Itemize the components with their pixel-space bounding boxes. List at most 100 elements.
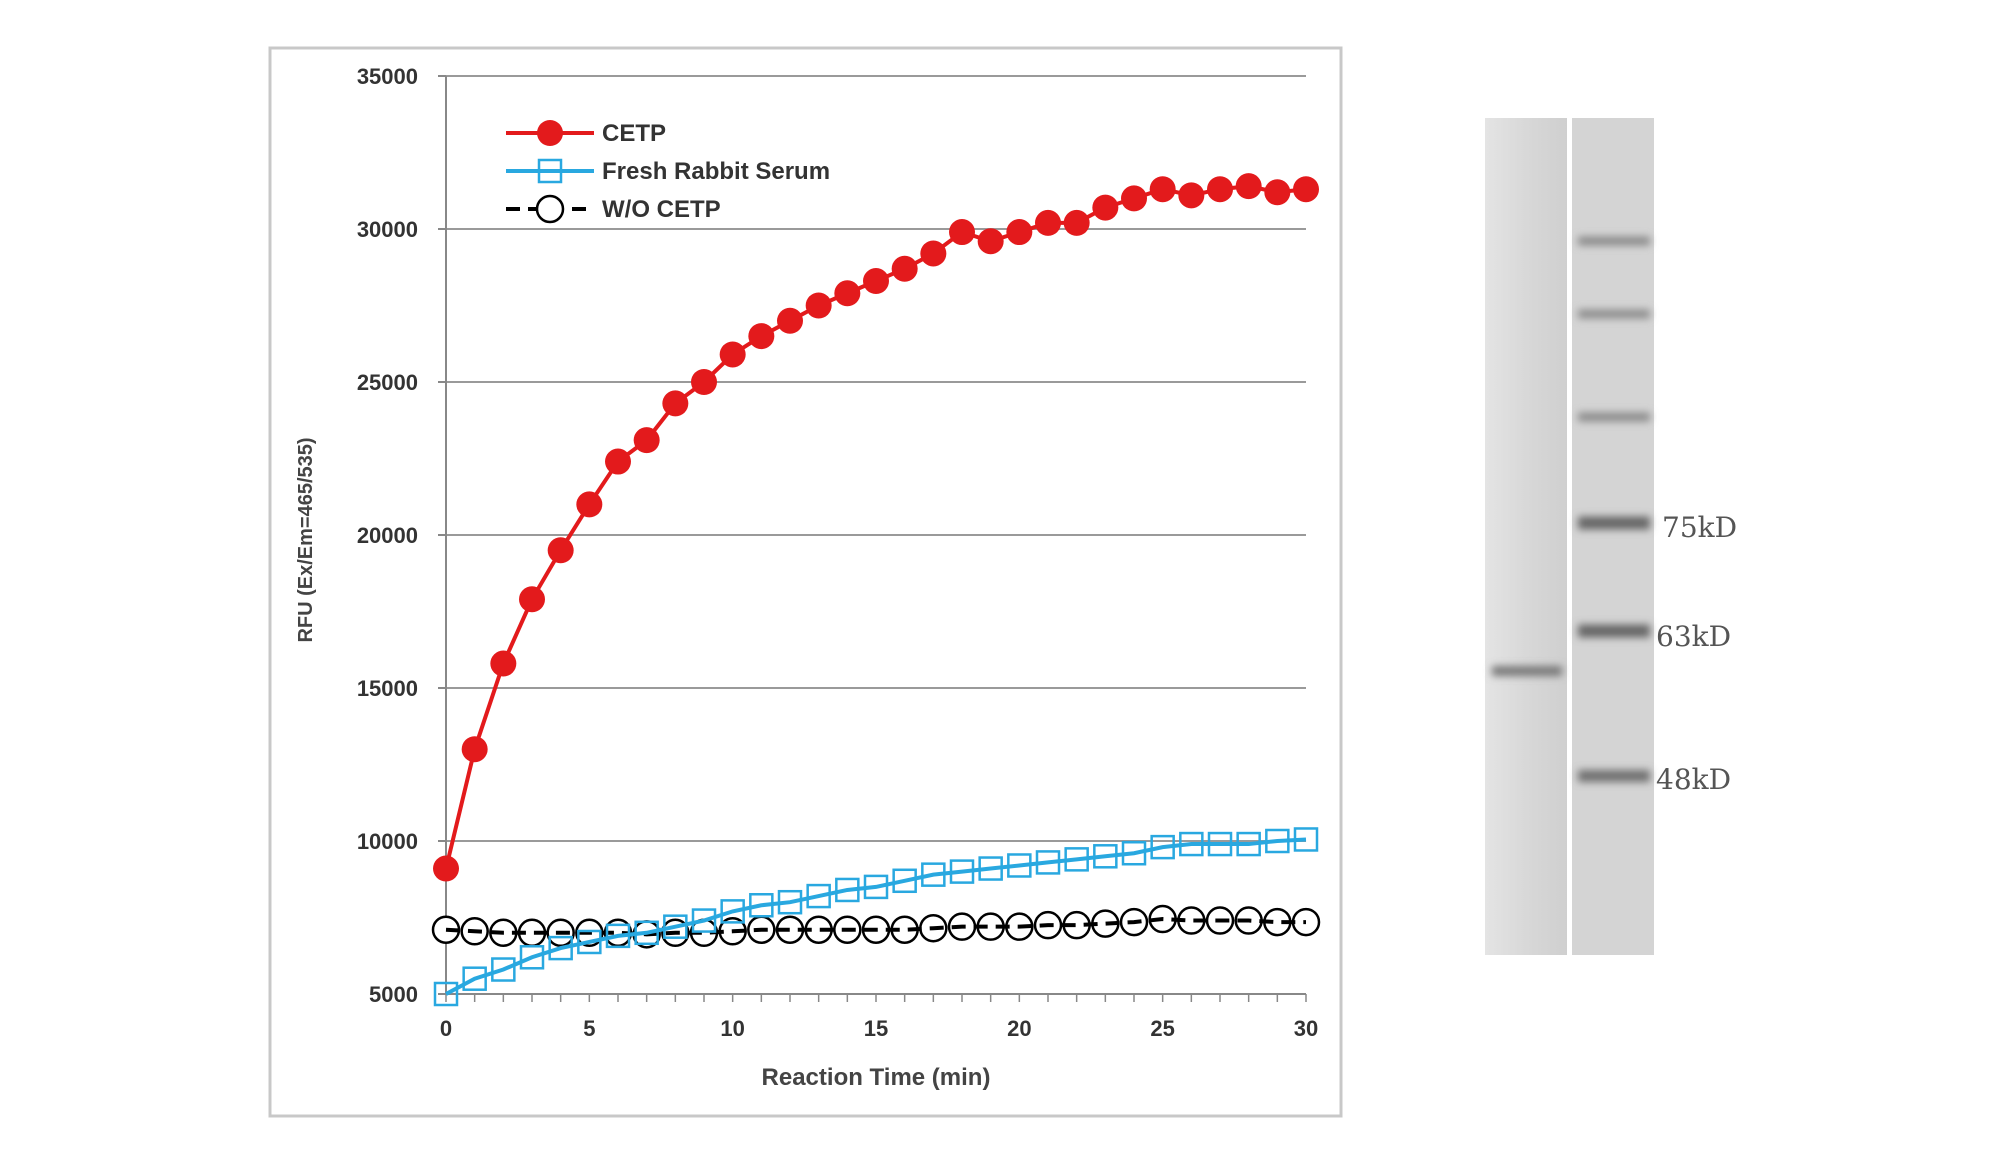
data-point bbox=[920, 240, 947, 267]
legend-entry: CETP bbox=[506, 120, 666, 147]
data-point bbox=[605, 923, 631, 949]
data-point bbox=[519, 945, 545, 970]
data-point bbox=[1178, 182, 1205, 209]
data-point bbox=[547, 537, 574, 564]
gel-band-marker bbox=[1578, 309, 1650, 319]
data-point bbox=[519, 586, 545, 613]
data-point bbox=[633, 427, 660, 454]
data-point bbox=[921, 862, 946, 887]
series-fresh-rabbit-serum bbox=[433, 827, 1319, 1007]
data-point bbox=[1150, 834, 1175, 860]
sds-page-gel bbox=[1485, 118, 1654, 955]
y-tick-label: 35000 bbox=[357, 64, 418, 89]
y-tick-label: 30000 bbox=[357, 217, 418, 242]
y-tick-label: 10000 bbox=[357, 829, 418, 854]
data-point bbox=[1293, 827, 1319, 852]
data-point bbox=[805, 292, 832, 319]
data-point bbox=[891, 255, 918, 282]
data-point bbox=[691, 908, 717, 933]
data-point bbox=[892, 868, 917, 894]
data-point bbox=[662, 390, 689, 417]
series-line bbox=[445, 837, 1307, 996]
y-tick-label: 5000 bbox=[369, 982, 418, 1007]
data-point bbox=[978, 856, 1003, 881]
legend-label: Fresh Rabbit Serum bbox=[602, 158, 830, 185]
y-tick-label: 20000 bbox=[357, 523, 418, 548]
data-point bbox=[1063, 209, 1090, 236]
data-point bbox=[548, 935, 573, 961]
data-point bbox=[491, 957, 516, 982]
data-point bbox=[576, 491, 603, 518]
series-w-o-cetp bbox=[431, 904, 1321, 949]
data-point bbox=[462, 966, 487, 991]
data-point bbox=[1064, 847, 1089, 872]
data-point bbox=[749, 893, 774, 918]
series-line bbox=[445, 917, 1306, 937]
x-tick-label: 0 bbox=[440, 1016, 452, 1041]
data-point bbox=[663, 914, 688, 939]
y-tick-label: 25000 bbox=[357, 370, 418, 395]
data-point bbox=[1149, 176, 1176, 203]
mw-label-75kd: 75kD bbox=[1662, 511, 1737, 544]
data-point bbox=[433, 981, 459, 1007]
x-tick-label: 5 bbox=[583, 1016, 595, 1041]
data-point bbox=[1207, 831, 1233, 857]
legend-entry: Fresh Rabbit Serum bbox=[506, 158, 830, 185]
data-point bbox=[634, 920, 659, 946]
gel-lane-marker bbox=[1572, 118, 1654, 955]
x-tick-label: 10 bbox=[720, 1016, 744, 1041]
gel-band-marker bbox=[1578, 412, 1650, 422]
data-point bbox=[1179, 831, 1204, 857]
data-point bbox=[720, 899, 745, 924]
data-point bbox=[863, 874, 889, 900]
legend-marker bbox=[537, 158, 563, 184]
data-point bbox=[490, 650, 517, 677]
data-point bbox=[748, 323, 775, 350]
data-point bbox=[1092, 194, 1119, 221]
data-point bbox=[461, 736, 488, 763]
legend-label: CETP bbox=[602, 120, 666, 147]
data-point bbox=[433, 855, 459, 882]
data-point bbox=[949, 859, 975, 884]
data-point bbox=[777, 307, 803, 334]
data-point bbox=[1264, 179, 1291, 206]
data-point bbox=[719, 341, 746, 368]
gel-lane-sample bbox=[1485, 118, 1567, 955]
mw-label-63kd: 63kD bbox=[1656, 620, 1731, 653]
data-point bbox=[1293, 176, 1319, 203]
y-tick-label: 15000 bbox=[357, 676, 418, 701]
data-point bbox=[806, 883, 831, 909]
legend-marker bbox=[535, 194, 565, 224]
data-point bbox=[1006, 219, 1033, 246]
x-axis-label: Reaction Time (min) bbox=[762, 1064, 991, 1091]
data-point bbox=[1093, 844, 1118, 869]
x-tick-label: 25 bbox=[1150, 1016, 1174, 1041]
data-point bbox=[1121, 185, 1147, 212]
data-point bbox=[1236, 831, 1261, 857]
legend-marker bbox=[537, 120, 563, 146]
gel-band-marker bbox=[1578, 236, 1650, 246]
data-point bbox=[1265, 828, 1290, 854]
data-point bbox=[863, 268, 889, 295]
data-point bbox=[1007, 853, 1032, 878]
x-tick-label: 15 bbox=[864, 1016, 888, 1041]
data-point bbox=[577, 929, 602, 955]
data-point bbox=[834, 280, 861, 307]
x-tick-label: 30 bbox=[1294, 1016, 1318, 1041]
chart-frame bbox=[268, 46, 1343, 1118]
data-point bbox=[835, 877, 860, 903]
data-point bbox=[605, 448, 631, 475]
data-point bbox=[1207, 176, 1233, 203]
data-point bbox=[949, 219, 975, 246]
data-point bbox=[1035, 209, 1061, 236]
x-tick-label: 20 bbox=[1007, 1016, 1031, 1041]
legend-label: W/O CETP bbox=[602, 196, 721, 223]
data-point bbox=[1121, 840, 1147, 866]
gel-band-marker bbox=[1578, 624, 1650, 638]
y-axis-label: RFU (Ex/Em=465/535) bbox=[295, 437, 317, 642]
gel-band-marker bbox=[1578, 770, 1650, 782]
data-point bbox=[691, 369, 717, 395]
mw-label-48kd: 48kD bbox=[1656, 763, 1731, 796]
data-point bbox=[977, 228, 1004, 255]
